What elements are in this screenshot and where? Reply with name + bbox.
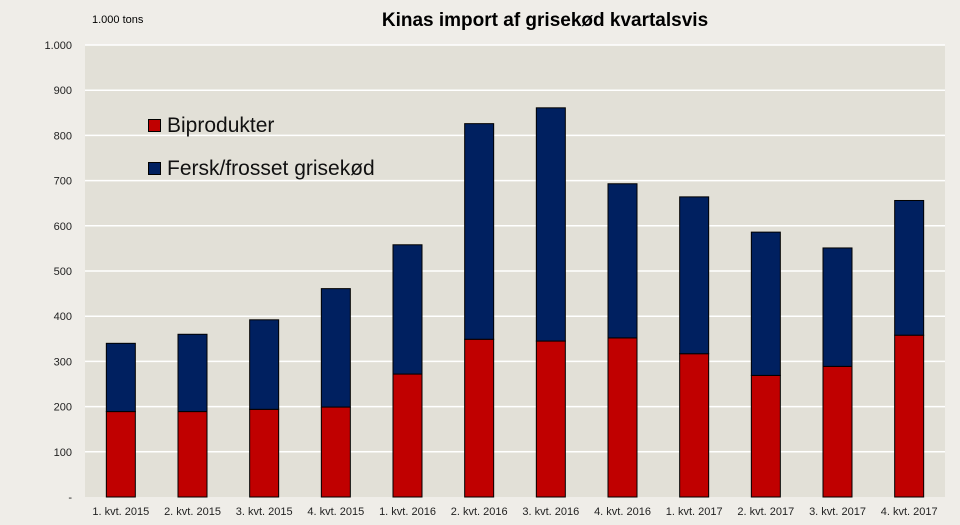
bar-fersk-frosset — [894, 199, 925, 336]
y-axis-unit-label: 1.000 tons — [92, 14, 144, 26]
legend-swatch-fersk-frosset — [148, 162, 161, 175]
y-tick-label: 1.000 — [44, 40, 72, 52]
legend-swatch-biprodukter — [148, 119, 161, 132]
bar-biprodukter — [535, 340, 566, 498]
x-tick-label: 1. kvt. 2016 — [379, 506, 436, 518]
bar-fersk-frosset — [392, 244, 423, 375]
x-tick-label: 3. kvt. 2017 — [809, 506, 866, 518]
y-tick-label: 700 — [54, 176, 72, 188]
bar-biprodukter — [894, 334, 925, 498]
chart-title: Kinas import af grisekød kvartalsvis — [381, 10, 709, 31]
bar-fersk-frosset — [822, 247, 853, 367]
y-tick-label: 100 — [54, 447, 72, 459]
legend-item-biprodukter: Biprodukter — [148, 104, 375, 147]
y-tick-label: 300 — [54, 356, 72, 368]
y-tick-label: 200 — [54, 402, 72, 414]
bar-fersk-frosset — [607, 183, 638, 339]
legend: Biprodukter Fersk/frosset grisekød — [148, 104, 375, 190]
x-tick-label: 4. kvt. 2017 — [881, 506, 938, 518]
bar-biprodukter — [249, 408, 280, 498]
x-tick-label: 3. kvt. 2015 — [236, 506, 293, 518]
bar-biprodukter — [464, 338, 495, 498]
bar-biprodukter — [607, 337, 638, 498]
y-tick-label: 400 — [54, 311, 72, 323]
x-tick-label: 1. kvt. 2017 — [666, 506, 723, 518]
bar-fersk-frosset — [535, 107, 566, 342]
x-tick-label: 1. kvt. 2015 — [92, 506, 149, 518]
x-tick-label: 2. kvt. 2017 — [737, 506, 794, 518]
x-tick-label: 4. kvt. 2016 — [594, 506, 651, 518]
bar-biprodukter — [750, 374, 781, 498]
x-tick-label: 2. kvt. 2016 — [451, 506, 508, 518]
bar-biprodukter — [392, 373, 423, 498]
bar-fersk-frosset — [679, 196, 710, 355]
bar-fersk-frosset — [177, 333, 208, 413]
x-tick-label: 4. kvt. 2015 — [307, 506, 364, 518]
bar-biprodukter — [177, 411, 208, 498]
y-tick-label: 900 — [54, 85, 72, 97]
bar-fersk-frosset — [464, 123, 495, 340]
bar-biprodukter — [679, 353, 710, 498]
y-tick-label: 500 — [54, 266, 72, 278]
bar-fersk-frosset — [249, 319, 280, 410]
bar-biprodukter — [320, 406, 351, 498]
legend-item-fersk-frosset: Fersk/frosset grisekød — [148, 147, 375, 190]
bar-fersk-frosset — [105, 342, 136, 413]
x-tick-label: 2. kvt. 2015 — [164, 506, 221, 518]
bar-biprodukter — [822, 365, 853, 498]
bar-fersk-frosset — [320, 288, 351, 408]
y-tick-label: - — [68, 492, 72, 504]
legend-label: Fersk/frosset grisekød — [167, 156, 375, 180]
y-tick-label: 800 — [54, 130, 72, 142]
bar-biprodukter — [105, 411, 136, 498]
bar-fersk-frosset — [750, 231, 781, 376]
x-tick-label: 3. kvt. 2016 — [522, 506, 579, 518]
legend-label: Biprodukter — [167, 113, 275, 137]
y-tick-label: 600 — [54, 221, 72, 233]
